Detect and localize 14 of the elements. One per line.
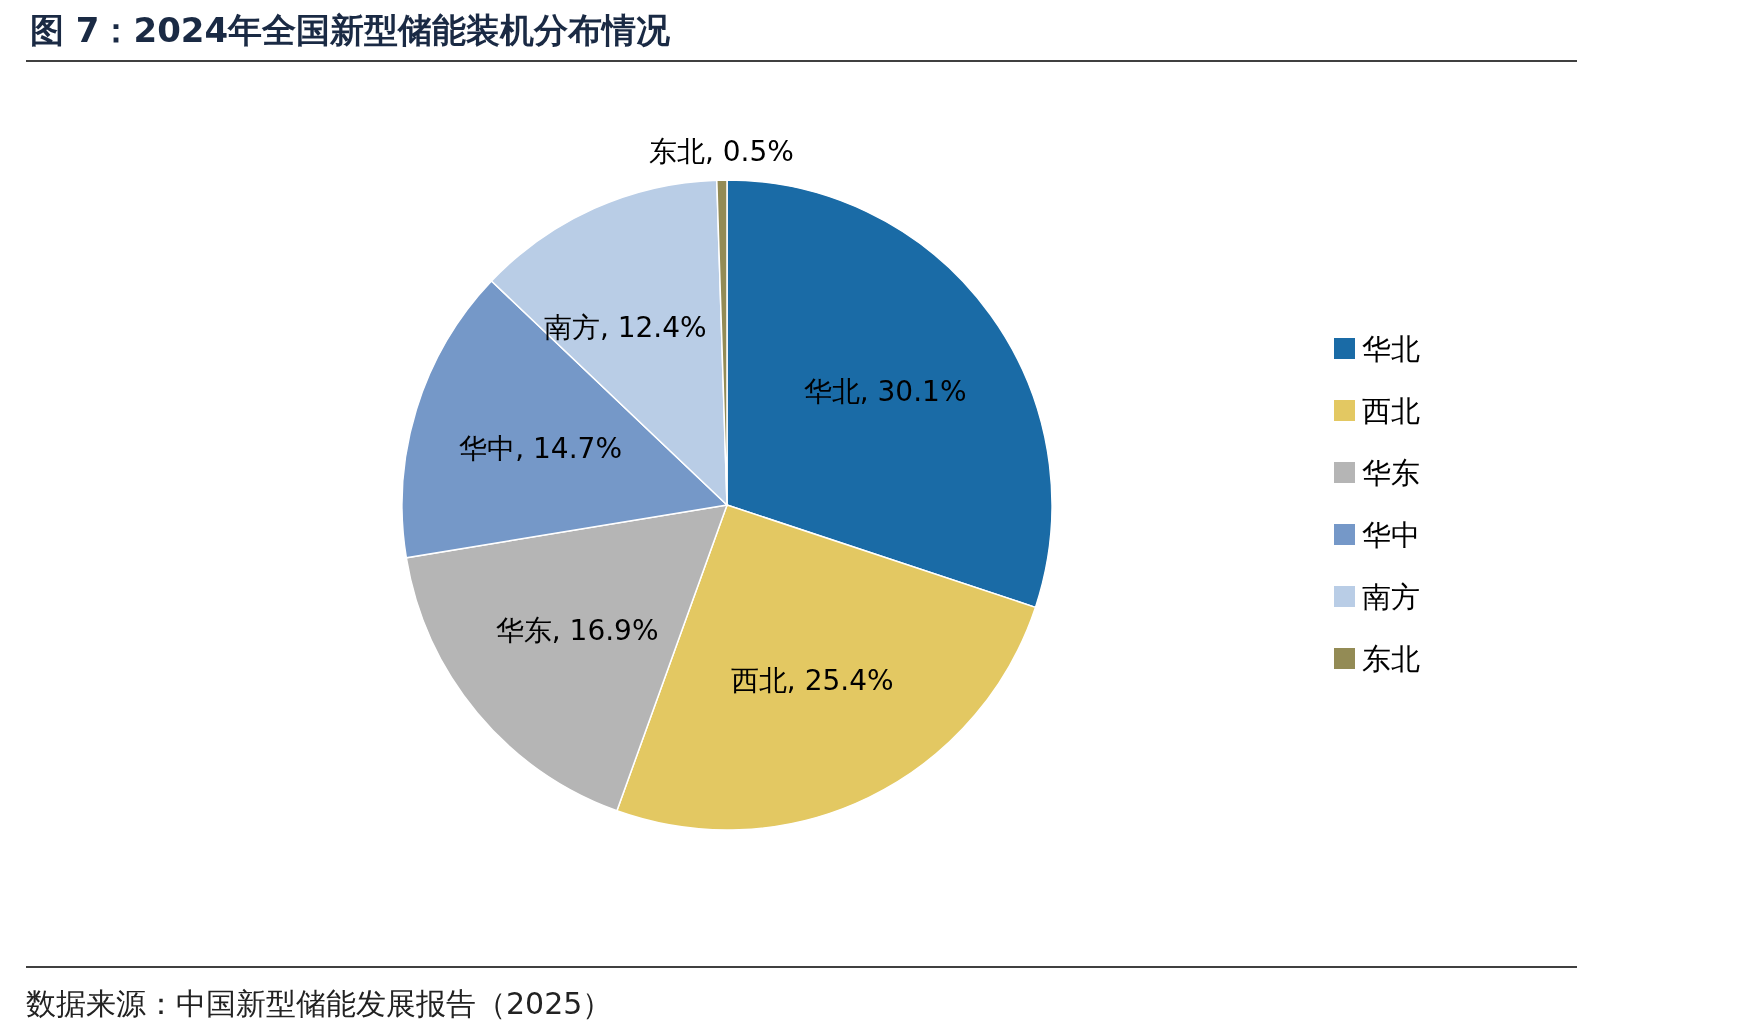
legend-label: 东北	[1362, 642, 1420, 676]
data-label: 华东, 16.9%	[495, 613, 659, 647]
legend-label: 西北	[1362, 394, 1420, 428]
data-label: 南方, 12.4%	[543, 311, 707, 345]
data-label: 东北, 0.5%	[648, 134, 794, 168]
data-label: 华北, 30.1%	[803, 374, 967, 408]
data-label: 西北, 25.4%	[730, 664, 894, 698]
legend-label: 南方	[1362, 580, 1420, 614]
title: 图 7：2024年全国新型储能装机分布情况	[30, 10, 671, 50]
annotation: 数据来源：中国新型储能发展报告（2025）	[26, 986, 613, 1021]
legend-label: 华东	[1362, 456, 1420, 490]
data-label: 华中, 14.7%	[459, 431, 622, 465]
legend-label: 华中	[1362, 518, 1420, 552]
legend-label: 华北	[1362, 332, 1420, 366]
